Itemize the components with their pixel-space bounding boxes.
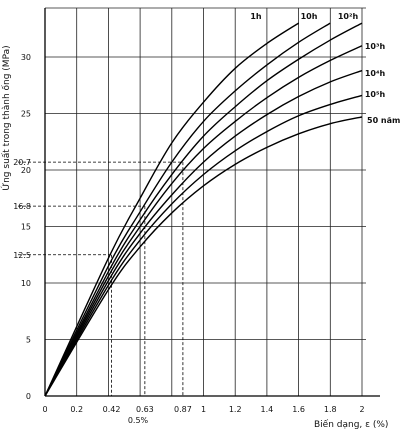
y-tick-label: 16.8 (13, 202, 31, 211)
y-tick-label: 15 (21, 223, 31, 232)
series-line (44, 94, 363, 397)
x-axis-title: Biến dạng, ε (%) (314, 419, 388, 430)
series-label: 1h (250, 12, 262, 21)
x-axis-note: 0.5% (128, 416, 149, 425)
x-tick-label: 1.6 (292, 405, 305, 414)
y-tick-label: 30 (21, 53, 31, 62)
x-tick-label: 0.42 (103, 405, 121, 414)
y-tick-label: 12.5 (13, 251, 31, 260)
y-tick-label: 20 (21, 166, 31, 175)
series-label: 10³h (365, 42, 386, 51)
series-label: 50 năm (367, 116, 400, 125)
x-tick-label: 1.8 (324, 405, 337, 414)
series-label: 10⁴h (365, 69, 386, 78)
x-tick-label: 1.2 (229, 405, 242, 414)
x-tick-label: 0.63 (136, 405, 154, 414)
x-tick-label: 2 (359, 405, 364, 414)
y-tick-label: 10 (21, 279, 31, 288)
y-tick-label: 0 (26, 392, 31, 401)
x-tick-label: 1.4 (261, 405, 274, 414)
series-line (44, 69, 363, 397)
series-label: 10⁵h (365, 90, 386, 99)
series-label: 10²h (338, 12, 359, 21)
series-label: 10h (301, 12, 318, 21)
x-tick-label: 0.87 (174, 405, 192, 414)
y-tick-label: 20.7 (13, 158, 31, 167)
series-line (44, 45, 363, 397)
series-line (44, 22, 363, 397)
series-line (44, 22, 331, 397)
series-line (44, 22, 299, 397)
x-tick-label: 1 (201, 405, 206, 414)
x-tick-label: 0 (42, 405, 47, 414)
y-axis-title: Ứng suất trong thành ống (MPa) (0, 45, 12, 190)
x-tick-label: 0.2 (70, 405, 83, 414)
y-tick-label: 25 (21, 110, 31, 119)
y-tick-label: 5 (26, 336, 31, 345)
series-line (44, 116, 363, 397)
